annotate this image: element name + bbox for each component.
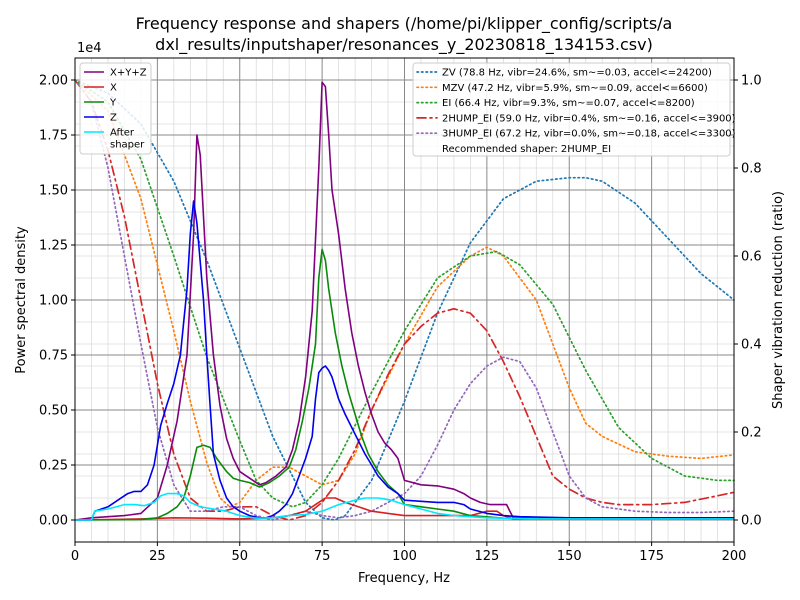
y-tick-label: 1.50 — [39, 184, 68, 199]
x-axis-label: Frequency, Hz — [358, 571, 450, 586]
shaper-legend-label-4: 3HUMP_EI (67.2 Hz, vibr=0.0%, sm~=0.18, … — [442, 129, 736, 140]
psd-legend-label-4: After — [110, 128, 135, 139]
x-tick-label: 0 — [71, 549, 79, 564]
y-right-tick-label: 0.8 — [741, 162, 762, 177]
y-offset-text: 1e4 — [77, 41, 102, 56]
y-axis-label: Power spectral density — [14, 226, 29, 374]
x-tick-label: 175 — [639, 549, 664, 564]
shaper-legend-label-0: ZV (78.8 Hz, vibr=24.6%, sm~=0.03, accel… — [442, 68, 712, 79]
y-right-tick-label: 0.4 — [741, 338, 762, 353]
shaper-legend-box — [412, 62, 731, 157]
shaper-legend-label-1: MZV (47.2 Hz, vibr=5.9%, sm~=0.09, accel… — [442, 83, 708, 94]
y-tick-label: 0.75 — [39, 349, 68, 364]
psd-series-line-4 — [75, 492, 734, 521]
y-tick-label: 0.25 — [39, 459, 68, 474]
psd-series-line-2 — [74, 248, 734, 521]
psd-legend-label-3: Z — [110, 113, 117, 124]
x-tick-label: 75 — [314, 549, 331, 564]
y-right-tick-label: 1.0 — [741, 74, 762, 89]
y-tick-label: 1.75 — [39, 129, 68, 144]
x-tick-label: 50 — [231, 549, 248, 564]
y-tick-label: 0.50 — [39, 404, 68, 419]
shaper-series-line-0 — [74, 79, 735, 521]
y-right-tick-label: 0.2 — [741, 426, 762, 441]
chart-title-line-1: Frequency response and shapers (/home/pi… — [136, 14, 673, 34]
y-right-tick-label: 0.6 — [741, 250, 762, 265]
y-right-axis-label: Shaper vibration reduction (ratio) — [771, 191, 786, 409]
psd-series-line-0 — [74, 81, 734, 521]
shaper-series-line-1 — [74, 79, 735, 508]
recommended-shaper-text: Recommended shaper: 2HUMP_EI — [442, 144, 611, 155]
psd-series-line-3 — [75, 200, 734, 521]
shaper-legend-label-3: 2HUMP_EI (59.0 Hz, vibr=0.4%, sm~=0.16, … — [442, 113, 736, 124]
x-tick-label: 100 — [392, 549, 417, 564]
psd-legend-label-1: X — [110, 83, 117, 94]
psd-legend-label-2: Y — [109, 98, 117, 109]
y-tick-label: 1.00 — [39, 294, 68, 309]
psd-curves — [74, 81, 734, 521]
y-tick-label: 2.00 — [39, 74, 68, 89]
x-tick-label: 150 — [557, 549, 582, 564]
y-right-tick-label: 0.0 — [741, 514, 762, 529]
shaper-legend: ZV (78.8 Hz, vibr=24.6%, sm~=0.03, accel… — [412, 62, 736, 157]
x-tick-label: 125 — [474, 549, 499, 564]
chart-title-line-2: dxl_results/inputshaper/resonances_y_202… — [155, 35, 653, 55]
axis-ticks: 0 25 50 75 100 125 150 175 200 0.00 0.25 0.50 0.75 1.… — [39, 74, 762, 565]
shaper-series-line-4 — [74, 79, 735, 521]
psd-legend-label-0: X+Y+Z — [110, 68, 147, 79]
shaper-series-line-3 — [74, 79, 735, 521]
x-tick-label: 200 — [722, 549, 747, 564]
x-tick-label: 25 — [149, 549, 166, 564]
psd-legend-label-4: shaper — [110, 140, 145, 151]
shaper-legend-label-2: EI (66.4 Hz, vibr=9.3%, sm~=0.07, accel<… — [442, 98, 695, 109]
psd-series-line-1 — [74, 497, 734, 521]
y-tick-label: 0.00 — [39, 514, 68, 529]
y-tick-label: 1.25 — [39, 239, 68, 254]
